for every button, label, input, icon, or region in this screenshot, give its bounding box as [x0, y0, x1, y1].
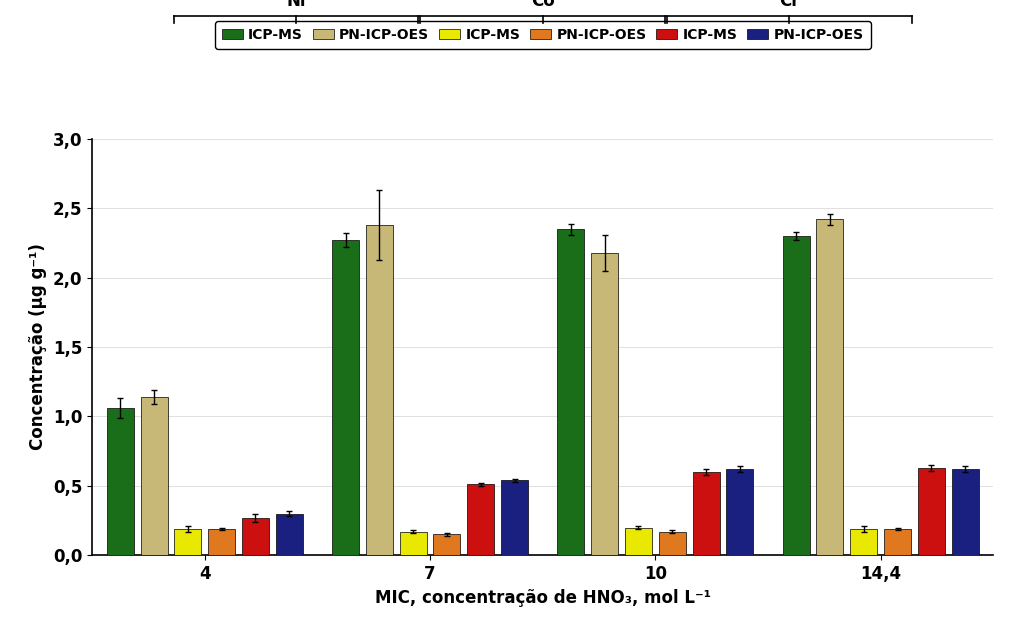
- Bar: [625, 528, 652, 555]
- Bar: [951, 469, 979, 555]
- Bar: [366, 225, 393, 555]
- Bar: [174, 529, 202, 555]
- Bar: [591, 252, 618, 555]
- Legend: ICP-MS, PN-ICP-OES, ICP-MS, PN-ICP-OES, ICP-MS, PN-ICP-OES: ICP-MS, PN-ICP-OES, ICP-MS, PN-ICP-OES, …: [215, 21, 870, 49]
- Bar: [816, 220, 844, 555]
- Bar: [557, 229, 585, 555]
- Bar: [467, 485, 495, 555]
- Bar: [501, 480, 528, 555]
- Text: Cr: Cr: [779, 0, 800, 9]
- Bar: [782, 236, 810, 555]
- Y-axis label: Concentração (μg g⁻¹): Concentração (μg g⁻¹): [30, 244, 47, 451]
- Bar: [140, 397, 168, 555]
- Bar: [208, 529, 236, 555]
- Text: Co: Co: [530, 0, 555, 9]
- Text: Ni: Ni: [287, 0, 306, 9]
- Bar: [106, 408, 134, 555]
- Bar: [658, 532, 686, 555]
- Bar: [918, 468, 945, 555]
- Bar: [242, 518, 269, 555]
- Bar: [433, 534, 461, 555]
- Bar: [726, 469, 754, 555]
- Bar: [275, 514, 303, 555]
- Bar: [332, 240, 359, 555]
- Bar: [884, 529, 911, 555]
- Bar: [850, 529, 878, 555]
- X-axis label: MIC, concentração de HNO₃, mol L⁻¹: MIC, concentração de HNO₃, mol L⁻¹: [375, 589, 711, 606]
- Bar: [692, 472, 720, 555]
- Bar: [399, 532, 427, 555]
